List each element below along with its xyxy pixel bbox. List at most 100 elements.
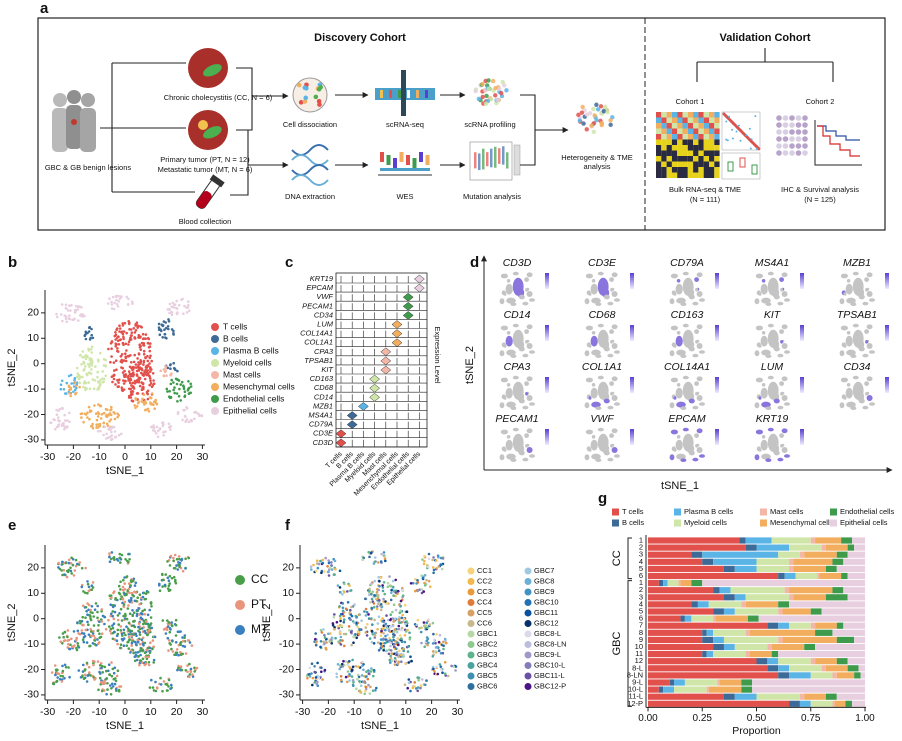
cell-dot: [90, 345, 94, 349]
mini-cluster: [585, 273, 594, 279]
mini-cluster: [597, 271, 604, 276]
illustration: [698, 139, 704, 145]
illustration: [298, 100, 304, 105]
illustration: [498, 148, 501, 164]
cell-dot: [371, 633, 375, 636]
illustration: [666, 172, 672, 178]
legend-swatch: [467, 567, 475, 575]
illustration: [693, 134, 699, 140]
cell-dot: [184, 652, 188, 655]
cell-dot: [92, 624, 96, 627]
cell-dot: [163, 333, 167, 336]
cell-dot: [176, 400, 179, 403]
cell-dot: [83, 367, 86, 371]
cell-dot: [132, 387, 136, 390]
cell-dot: [108, 552, 111, 555]
cell-dot: [146, 397, 150, 401]
illustration: [656, 167, 662, 173]
illustration: [580, 104, 585, 110]
cell-dot: [330, 561, 333, 564]
cell-dot: [195, 666, 199, 670]
cell-dot: [127, 587, 131, 591]
cell-dot: [162, 320, 166, 323]
cell-dot: [389, 656, 393, 660]
cell-dot: [350, 675, 354, 678]
cell-dot: [333, 613, 336, 616]
cell-dot: [150, 425, 154, 429]
illustration: [725, 120, 728, 123]
cell-dot: [61, 664, 64, 668]
cell-dot: [88, 614, 91, 617]
illustration: [302, 85, 308, 90]
cell-dot: [90, 588, 93, 591]
mini-cluster: [525, 444, 529, 448]
bar-segment: [843, 587, 865, 594]
illustration: [754, 115, 757, 118]
illustration: [795, 136, 802, 142]
legend-label: GBC11: [534, 608, 558, 617]
cell-dot: [133, 382, 137, 385]
cell-dot: [397, 618, 401, 622]
illustration: [500, 79, 505, 85]
cell-dot: [364, 685, 368, 689]
cell-dot: [124, 612, 127, 616]
illustration: [677, 128, 683, 134]
cell-dot: [100, 377, 104, 381]
gene-label: CD14: [504, 309, 531, 321]
cell-dot: [427, 552, 431, 556]
cell-dot: [431, 650, 435, 653]
mini-cluster: [780, 288, 784, 292]
cell-dot: [161, 689, 164, 693]
illustration: [687, 139, 694, 145]
mini-cluster: [522, 457, 529, 462]
cell-dot: [375, 605, 379, 608]
cell-dot: [166, 560, 169, 563]
cell-dot: [84, 381, 88, 385]
cell-dot: [439, 651, 443, 655]
mini-cluster: [518, 398, 525, 404]
step-label: scRNA-seq: [386, 120, 424, 129]
cell-dot: [150, 605, 153, 608]
cell-dot: [141, 642, 145, 646]
legend-label: Myeloid cells: [684, 518, 727, 527]
bar-segment: [648, 537, 740, 544]
cell-dot: [339, 664, 342, 667]
mini-cluster: [595, 302, 602, 307]
cell-dot: [336, 584, 340, 587]
cell-dot: [437, 640, 441, 644]
cell-dot: [63, 663, 67, 667]
cell-dot: [168, 639, 171, 642]
cell-dot: [86, 411, 89, 415]
mini-cluster: [784, 298, 790, 302]
cell-dot: [109, 684, 112, 687]
illustration: [745, 133, 748, 136]
cell-dot: [174, 623, 178, 627]
cell-dot: [436, 554, 440, 557]
illustration: [714, 150, 720, 156]
cell-dot: [98, 351, 102, 355]
legend-label: Epithelial cells: [223, 405, 277, 415]
cell-dot: [96, 370, 99, 374]
mini-cluster: [845, 387, 853, 399]
cell-dot: [67, 642, 70, 646]
legend-swatch: [467, 620, 475, 627]
mini-cluster: [675, 283, 683, 295]
bar-segment: [719, 679, 742, 686]
cell-dot: [96, 430, 100, 433]
cell-dot: [174, 651, 178, 654]
bar-segment: [851, 700, 865, 707]
cell-dot: [152, 403, 155, 407]
illustration: [698, 145, 704, 151]
cell-dot: [365, 610, 369, 614]
cell-dot: [382, 554, 386, 558]
mini-cluster: [526, 324, 533, 330]
cell-dot: [161, 585, 164, 588]
cell-dot: [333, 559, 337, 563]
cell-dot: [137, 622, 141, 625]
cell-dot: [373, 631, 377, 635]
illustration: [661, 150, 667, 156]
cell-dot: [105, 415, 109, 419]
cell-dot: [327, 574, 331, 577]
cell-dot: [145, 620, 148, 623]
cell-dot: [74, 384, 78, 388]
